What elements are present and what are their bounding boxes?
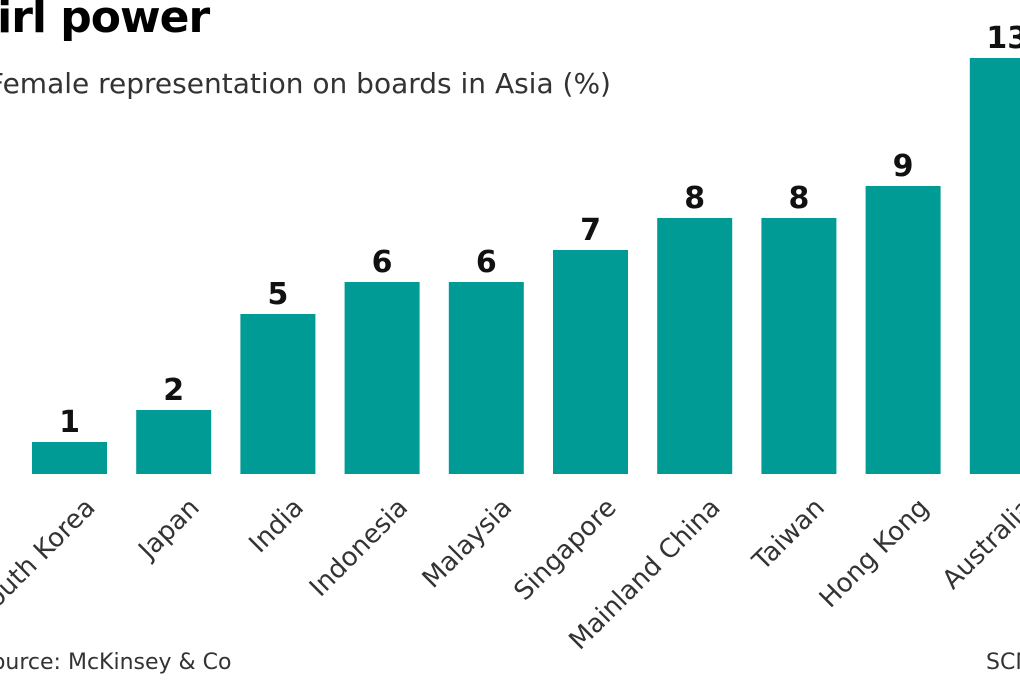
value-label-japan: 2	[163, 373, 184, 408]
value-label-indonesia: 6	[372, 245, 393, 280]
category-label-singapore: Singapore	[508, 493, 622, 607]
category-label-taiwan: Taiwan	[746, 493, 830, 577]
value-label-south-korea: 1	[59, 405, 80, 440]
bar-indonesia	[344, 282, 420, 474]
source-note: Source: McKinsey & Co	[0, 650, 232, 675]
bar-mainland-china	[657, 218, 733, 474]
category-label-india: India	[244, 493, 310, 559]
category-label-south-korea: South Korea	[0, 493, 101, 626]
chart-title: Girl power	[0, 0, 210, 43]
bar-south-korea	[32, 442, 107, 474]
bar-malaysia	[448, 282, 524, 474]
value-label-mainland-china: 8	[684, 181, 705, 216]
value-label-taiwan: 8	[788, 181, 809, 216]
publisher-credit: SCMP	[986, 650, 1020, 675]
value-label-australia: 13	[986, 21, 1020, 56]
bar-singapore	[553, 250, 628, 474]
category-label-indonesia: Indonesia	[304, 493, 414, 603]
value-label-india: 5	[267, 277, 288, 312]
bar-australia	[969, 58, 1020, 474]
value-label-malaysia: 6	[476, 245, 497, 280]
category-label-australia: Australia	[937, 493, 1020, 596]
chart-subtitle: Female representation on boards in Asia …	[0, 67, 611, 100]
bar-japan	[136, 410, 212, 474]
bar-taiwan	[761, 218, 837, 474]
bar-hong-kong	[865, 186, 941, 474]
category-label-hong-kong: Hong Kong	[814, 493, 935, 614]
value-label-singapore: 7	[580, 213, 601, 248]
category-label-japan: Japan	[132, 493, 206, 567]
value-label-hong-kong: 9	[893, 149, 914, 184]
bar-india	[240, 314, 316, 474]
category-label-malaysia: Malaysia	[417, 493, 519, 595]
